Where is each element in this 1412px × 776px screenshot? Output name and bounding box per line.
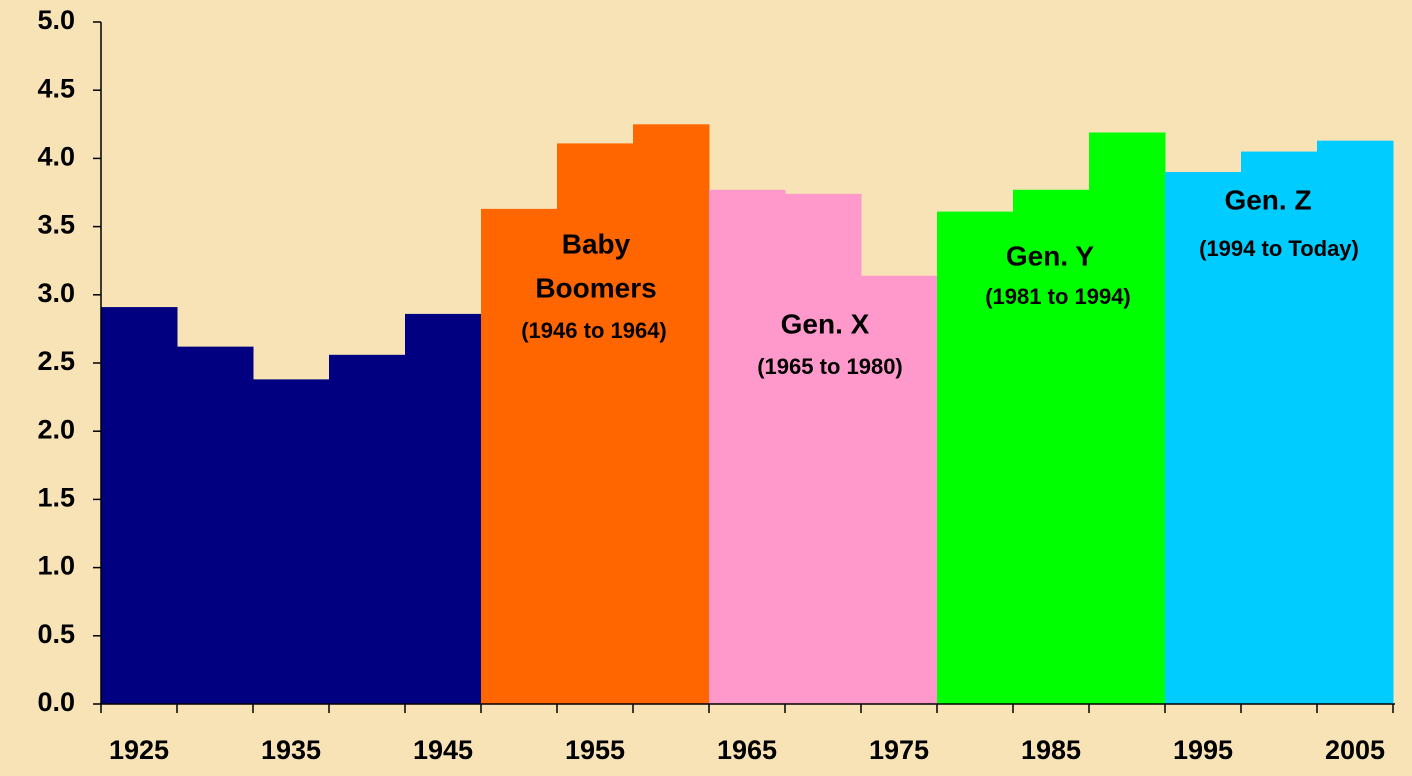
y-tick-label: 3.5 [37, 210, 75, 240]
x-tick-label: 1975 [869, 735, 929, 765]
annotation: Gen. Y [1006, 240, 1095, 271]
bar [633, 124, 710, 705]
bar [329, 354, 406, 704]
bar [1241, 151, 1318, 704]
annotation: Baby [562, 228, 631, 259]
bar [1089, 132, 1166, 704]
bar [1165, 172, 1242, 705]
x-tick-label: 1945 [413, 735, 473, 765]
y-tick-label: 0.5 [37, 619, 75, 649]
annotation: (1981 to 1994) [985, 284, 1131, 309]
bar [1013, 189, 1090, 705]
x-tick-label: 1985 [1021, 735, 1081, 765]
annotation: Gen. Z [1224, 184, 1311, 215]
x-tick-label: 2005 [1325, 735, 1385, 765]
bar [709, 189, 786, 705]
bar [1317, 140, 1394, 705]
y-tick-label: 0.0 [37, 687, 75, 717]
y-tick-label: 5.0 [37, 5, 75, 35]
annotation: Boomers [535, 272, 656, 303]
y-tick-label: 1.0 [37, 551, 75, 581]
x-tick-label: 1935 [261, 735, 321, 765]
x-tick-label: 1955 [565, 735, 625, 765]
x-tick-label: 1925 [109, 735, 169, 765]
annotation: (1946 to 1964) [521, 318, 667, 343]
annotation: Gen. X [781, 308, 870, 339]
bar [937, 211, 1014, 704]
annotation: (1965 to 1980) [757, 354, 903, 379]
annotation: (1994 to Today) [1199, 236, 1359, 261]
y-tick-label: 4.5 [37, 73, 75, 103]
bar [177, 346, 254, 704]
bar [785, 193, 862, 704]
bar [861, 275, 938, 704]
bar [481, 208, 558, 705]
x-tick-label: 1995 [1173, 735, 1233, 765]
y-tick-label: 2.5 [37, 346, 75, 376]
bar [253, 379, 330, 704]
y-tick-label: 2.0 [37, 414, 75, 444]
y-tick-label: 3.0 [37, 278, 75, 308]
x-tick-label: 1965 [717, 735, 777, 765]
bar [557, 143, 634, 704]
y-tick-label: 1.5 [37, 483, 75, 513]
bar [101, 307, 178, 704]
y-tick-label: 4.0 [37, 142, 75, 172]
bar [405, 313, 482, 704]
